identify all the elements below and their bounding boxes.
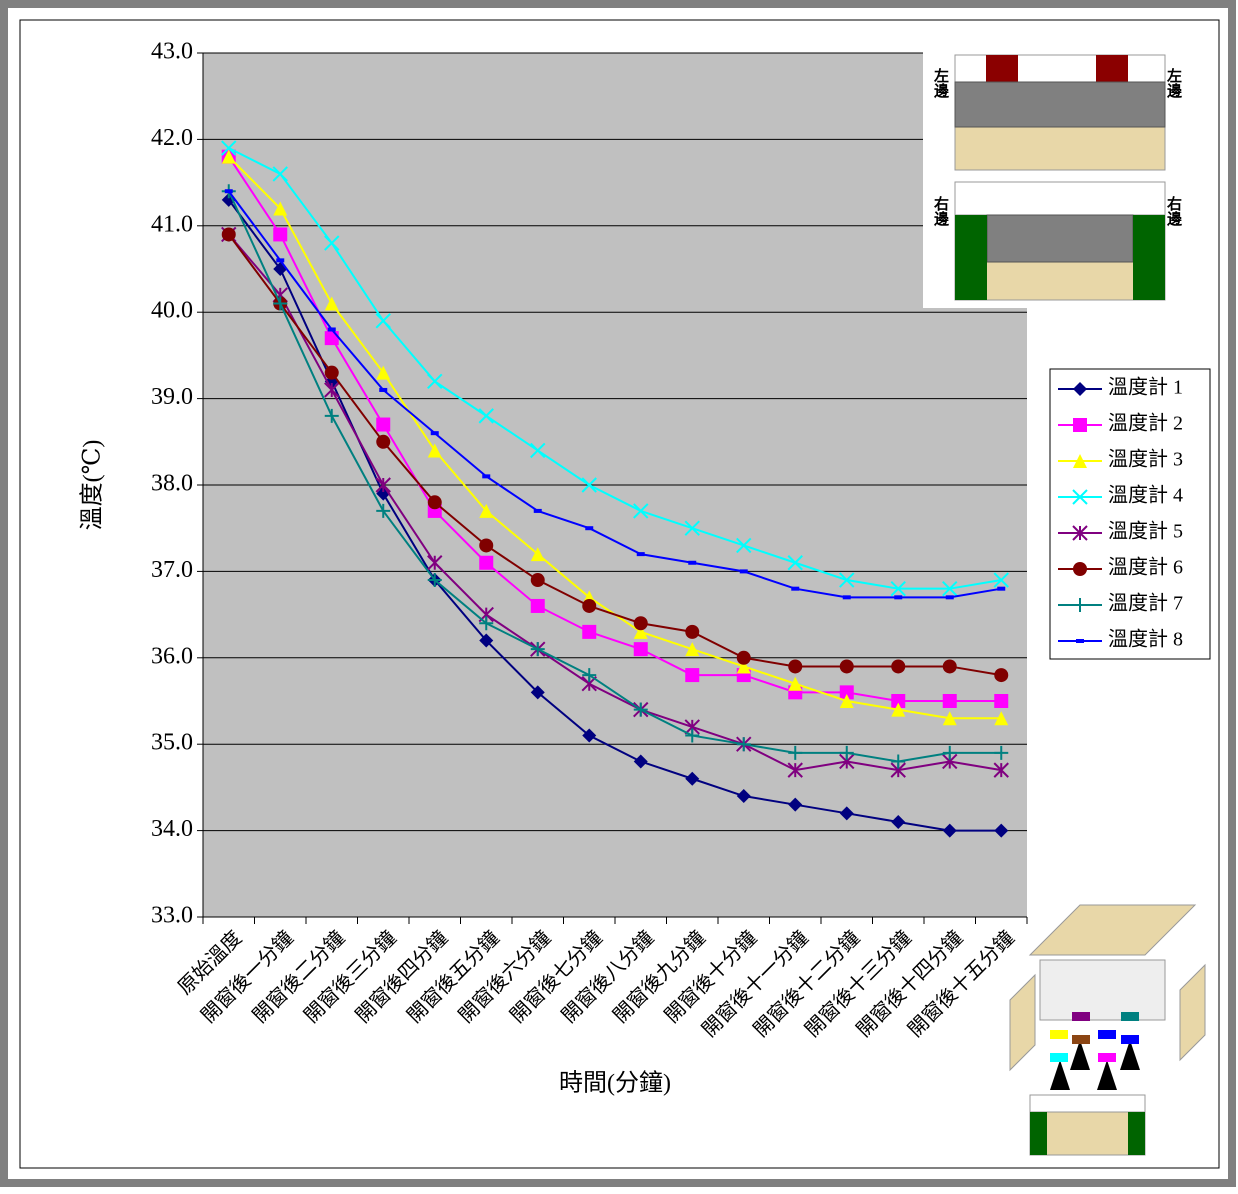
inset-heater: [986, 55, 1018, 82]
legend-label: 溫度計 2: [1108, 412, 1183, 435]
inset-room: [1040, 960, 1165, 1020]
inset-window: [1030, 1095, 1145, 1112]
marker: [328, 327, 336, 331]
marker: [1073, 418, 1087, 432]
y-tick-label: 43.0: [151, 39, 193, 65]
legend-label: 溫度計 3: [1108, 448, 1183, 471]
inset-sensor: [1050, 1053, 1068, 1062]
marker: [1076, 639, 1084, 643]
y-tick-label: 34.0: [151, 816, 193, 842]
y-tick-label: 41.0: [151, 211, 193, 237]
legend-label: 溫度計 5: [1108, 520, 1183, 543]
marker: [943, 694, 957, 708]
inset-door: [1133, 215, 1165, 300]
inset-sensor: [1098, 1053, 1116, 1062]
inset-door: [955, 215, 987, 300]
marker: [994, 694, 1008, 708]
marker: [531, 573, 545, 587]
marker: [1073, 562, 1087, 576]
inset-panel: [955, 82, 1165, 127]
y-tick-label: 33.0: [151, 903, 193, 929]
marker: [225, 189, 233, 193]
marker: [685, 668, 699, 682]
marker: [479, 556, 493, 570]
marker: [379, 388, 387, 392]
marker: [894, 595, 902, 599]
marker: [482, 474, 490, 478]
marker: [222, 227, 236, 241]
y-tick-label: 40.0: [151, 298, 193, 324]
marker: [273, 227, 287, 241]
marker: [325, 366, 339, 380]
legend: 溫度計 1 溫度計 2 溫度計 3 溫度計 4 溫度計 5 溫度計 6 溫度計 7 溫度計 8: [1050, 369, 1210, 659]
inset-sensor: [1098, 1030, 1116, 1039]
marker: [428, 495, 442, 509]
inset-heater: [1096, 55, 1128, 82]
marker: [582, 625, 596, 639]
marker: [740, 569, 748, 573]
legend-label: 溫度計 8: [1108, 628, 1183, 651]
inset-sensor: [1050, 1030, 1068, 1039]
inset-sensor: [1121, 1035, 1139, 1044]
inset-label: 右邊: [932, 195, 949, 227]
marker: [994, 668, 1008, 682]
inset-window: [955, 182, 1165, 215]
marker: [840, 659, 854, 673]
chart: 溫度(℃) 時間(分鐘) 左邊 左邊右邊 右邊: [0, 0, 1238, 1189]
marker: [376, 418, 390, 432]
marker: [737, 651, 751, 665]
inset-label: 左邊: [932, 67, 950, 99]
inset-door: [1128, 1112, 1145, 1155]
marker: [997, 587, 1005, 591]
marker: [943, 659, 957, 673]
marker: [685, 625, 699, 639]
inset-label: 左邊: [1165, 67, 1183, 99]
inset-sensor: [1072, 1012, 1090, 1021]
marker: [431, 431, 439, 435]
marker: [891, 659, 905, 673]
y-tick-label: 36.0: [151, 643, 193, 669]
inset-label: 右邊: [1165, 195, 1182, 227]
marker: [637, 552, 645, 556]
marker: [325, 331, 339, 345]
legend-label: 溫度計 7: [1108, 592, 1183, 615]
marker: [634, 642, 648, 656]
legend-label: 溫度計 6: [1108, 556, 1183, 579]
inset-sensor: [1121, 1012, 1139, 1021]
y-tick-label: 35.0: [151, 730, 193, 756]
marker: [791, 587, 799, 591]
marker: [531, 599, 545, 613]
y-tick-label: 37.0: [151, 557, 193, 583]
marker: [843, 595, 851, 599]
legend-label: 溫度計 4: [1108, 484, 1183, 507]
marker: [688, 561, 696, 565]
y-tick-label: 42.0: [151, 125, 193, 151]
inset-panel: [987, 215, 1133, 262]
legend-label: 溫度計 1: [1108, 376, 1183, 399]
marker: [534, 509, 542, 513]
x-axis-label: 時間(分鐘): [559, 1070, 671, 1097]
marker: [946, 595, 954, 599]
inset-door: [1030, 1112, 1047, 1155]
marker: [788, 659, 802, 673]
marker: [582, 599, 596, 613]
marker: [585, 526, 593, 530]
inset-sensor: [1072, 1035, 1090, 1044]
y-axis-label: 溫度(℃): [79, 440, 106, 531]
marker: [376, 435, 390, 449]
y-tick-label: 39.0: [151, 384, 193, 410]
marker: [634, 616, 648, 630]
marker: [479, 538, 493, 552]
marker: [276, 258, 284, 262]
y-tick-label: 38.0: [151, 471, 193, 497]
